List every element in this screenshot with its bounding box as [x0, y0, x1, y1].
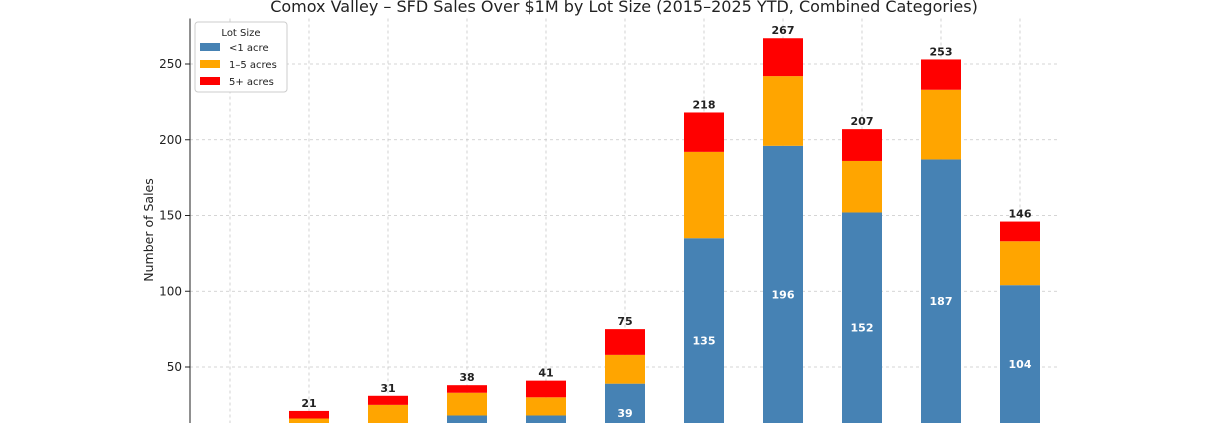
bar-segment-5-acres: [842, 129, 882, 161]
bar-segment-5-acres: [684, 112, 724, 152]
bar-segment-1-5-acres: [763, 76, 803, 146]
bar-total-label: 41: [538, 367, 553, 380]
bar-segment-1-acre: [921, 159, 961, 423]
bar-segment-1-5-acres: [605, 354, 645, 384]
bar-segment-5-acres: [289, 410, 329, 419]
legend-title: Lot Size: [221, 28, 260, 39]
bar-total-label: 218: [693, 98, 716, 111]
bar-segment-1-acre: [447, 415, 487, 423]
legend-swatch-lt1-acre: [200, 43, 220, 51]
legend: Lot Size <1 acre 1–5 acres 5+ acres: [194, 21, 288, 93]
bar-segment-1-5-acres: [368, 404, 408, 423]
chart-title: Comox Valley – SFD Sales Over $1M by Lot…: [270, 0, 978, 16]
bar-segment-5-acres: [1000, 221, 1040, 242]
bar-segment-5-acres: [368, 395, 408, 405]
bar-segment-1-5-acres: [842, 160, 882, 213]
bar-segment-1-acre: [1000, 285, 1040, 423]
bar-segment-5-acres: [447, 385, 487, 393]
bar-segment-5-acres: [605, 329, 645, 355]
bar-total-label: 75: [617, 315, 632, 328]
y-tick-label: 200: [159, 133, 182, 147]
bar-segment-1-acre: [763, 145, 803, 423]
bar-segment-1-acre: [526, 415, 566, 423]
bar-segment-5-acres: [921, 59, 961, 90]
bar-total-label: 267: [772, 24, 795, 37]
legend-label-5plus-acres: 5+ acres: [229, 77, 274, 88]
legend-label-lt1-acre: <1 acre: [229, 43, 269, 54]
y-tick-label: 50: [167, 360, 182, 374]
y-tick-label: 250: [159, 57, 182, 71]
bar-segment-1-5-acres: [921, 89, 961, 160]
bar-segment-1-acre: [684, 238, 724, 423]
bars-layer: [289, 38, 1040, 423]
bar-total-label: 207: [851, 115, 874, 128]
bar-segment-1-5-acres: [447, 392, 487, 416]
bar-segment-1-5-acres: [526, 397, 566, 416]
bar-inner-label: 187: [930, 295, 953, 308]
axes-layer: 50 100 150 200 250: [159, 18, 191, 423]
bar-segment-1-acre: [842, 212, 882, 423]
bar-inner-label: 39: [617, 407, 632, 420]
bar-segment-5-acres: [526, 380, 566, 398]
bar-total-label: 31: [380, 382, 395, 395]
bar-inner-label: 152: [851, 322, 874, 335]
labels-layer: 21 31 38 41 75 39 218 135 267 196 207 152 253 187 146 1…: [301, 24, 1031, 420]
bar-inner-label: 135: [693, 334, 716, 347]
bar-total-label: 253: [930, 45, 953, 58]
legend-box: [194, 21, 288, 93]
bar-total-label: 146: [1009, 208, 1032, 221]
bar-inner-label: 104: [1009, 358, 1032, 371]
bar-segment-5-acres: [763, 38, 803, 77]
legend-swatch-1-5-acres: [200, 60, 220, 68]
bar-total-label: 38: [459, 371, 474, 384]
bar-total-label: 21: [301, 397, 316, 410]
bar-inner-label: 196: [772, 288, 795, 301]
bar-segment-1-acre: [605, 383, 645, 423]
legend-swatch-5plus-acres: [200, 77, 220, 85]
y-axis-label: Number of Sales: [141, 178, 156, 281]
bar-segment-1-5-acres: [289, 418, 329, 423]
bar-segment-1-5-acres: [684, 151, 724, 239]
y-tick-label: 150: [159, 209, 182, 223]
legend-label-1-5-acres: 1–5 acres: [229, 60, 277, 71]
y-tick-label: 100: [159, 284, 182, 298]
bar-segment-1-5-acres: [1000, 241, 1040, 286]
